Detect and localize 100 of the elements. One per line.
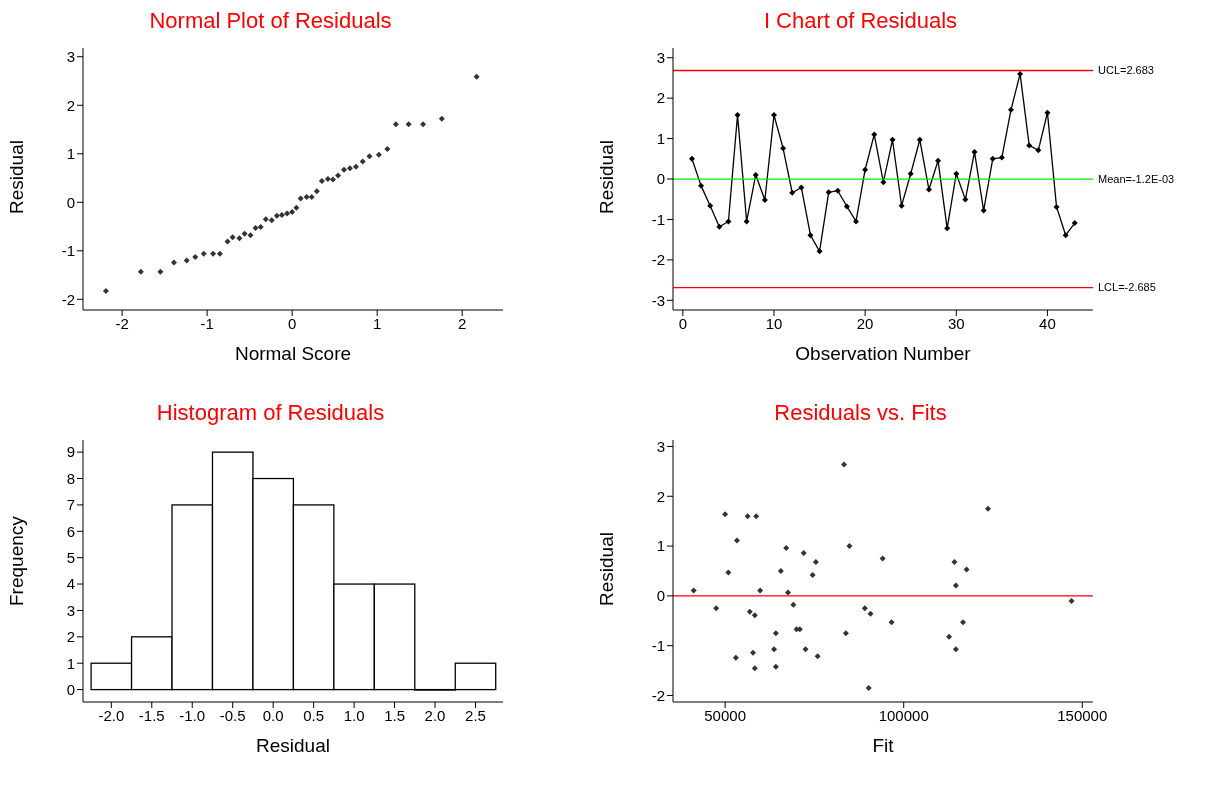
point <box>770 112 777 119</box>
point <box>746 608 753 615</box>
point <box>772 630 779 637</box>
point <box>293 204 300 211</box>
point <box>241 230 248 237</box>
y-tick-label: 3 <box>656 49 665 67</box>
point <box>807 232 814 239</box>
x-tick-label: 100000 <box>878 706 929 724</box>
x-tick-label: -0.5 <box>219 706 246 724</box>
y-tick-label: 0 <box>66 680 75 698</box>
x-axis-title: Residual <box>256 735 330 756</box>
point <box>865 685 872 692</box>
chart-title: Normal Plot of Residuals <box>148 8 393 35</box>
point <box>825 189 832 196</box>
point <box>366 153 373 160</box>
point <box>944 225 951 232</box>
point <box>725 218 732 225</box>
point <box>841 461 848 468</box>
y-tick-label: 2 <box>656 89 665 107</box>
point <box>473 73 480 80</box>
y-axis-title: Residual <box>5 140 27 214</box>
point <box>1053 203 1060 210</box>
point <box>1062 232 1069 239</box>
x-axis-title: Fit <box>872 735 895 756</box>
point <box>867 610 874 617</box>
point <box>192 254 199 261</box>
y-tick-label: 0 <box>66 193 75 211</box>
y-tick-label: 7 <box>66 496 75 514</box>
y-tick-label: 3 <box>66 601 75 619</box>
point <box>733 537 740 544</box>
point <box>980 207 987 214</box>
point <box>1026 142 1033 149</box>
point <box>216 250 223 257</box>
y-tick-label: 3 <box>656 437 665 455</box>
point <box>324 176 331 182</box>
point <box>752 171 759 178</box>
x-tick-label: 30 <box>947 314 965 332</box>
point <box>335 172 342 179</box>
point <box>809 571 816 578</box>
point <box>772 663 779 670</box>
y-tick-label: 0 <box>656 170 665 188</box>
point <box>800 550 807 557</box>
point <box>1044 109 1051 116</box>
x-tick-label: -1.0 <box>179 706 206 724</box>
point <box>743 218 750 225</box>
ref-line-label: LCL=-2.685 <box>1098 281 1156 294</box>
y-tick-label: -1 <box>651 210 665 228</box>
y-tick-label: -2 <box>61 290 75 308</box>
x-tick-label: -2.0 <box>98 706 125 724</box>
point <box>303 193 310 200</box>
point <box>313 188 320 195</box>
y-tick-label: 1 <box>66 654 75 672</box>
y-tick-label: 2 <box>66 96 75 114</box>
x-tick-label: 2.5 <box>465 706 486 724</box>
x-tick-label: 1 <box>373 314 382 332</box>
chart-title: Histogram of Residuals <box>155 400 386 427</box>
point <box>814 653 821 660</box>
y-tick-label: 2 <box>66 628 75 646</box>
point <box>989 155 996 162</box>
point <box>732 654 739 661</box>
point <box>962 196 969 203</box>
point <box>952 582 959 589</box>
y-axis-title: Frequency <box>5 515 27 606</box>
x-tick-label: 2 <box>458 314 467 332</box>
x-tick-label: 40 <box>1039 314 1056 332</box>
x-tick-label: 0 <box>287 314 297 332</box>
point <box>798 184 805 191</box>
point <box>698 182 705 189</box>
point <box>777 568 784 574</box>
x-tick-label: 10 <box>765 314 783 332</box>
point <box>420 121 427 128</box>
point <box>751 612 758 619</box>
point <box>707 202 714 209</box>
y-axis-title: Residual <box>595 140 617 214</box>
point <box>880 179 887 186</box>
point <box>750 649 756 656</box>
y-tick-label: 2 <box>656 487 665 505</box>
x-tick-label: 0.5 <box>303 706 325 724</box>
y-tick-label: 1 <box>656 129 665 147</box>
point <box>384 145 391 152</box>
point <box>751 665 758 672</box>
point <box>753 513 760 520</box>
point <box>229 234 236 241</box>
y-tick-label: -3 <box>651 291 665 309</box>
point <box>1035 147 1042 154</box>
ref-line-label: Mean=-1.2E-03 <box>1098 172 1175 185</box>
point <box>170 259 177 266</box>
chart-title: I Chart of Residuals <box>762 8 959 35</box>
point <box>262 216 269 223</box>
point <box>137 268 144 275</box>
point <box>405 121 412 128</box>
point <box>853 218 860 225</box>
point <box>278 211 285 218</box>
point <box>273 212 280 219</box>
point <box>834 187 841 194</box>
y-tick-label: 9 <box>66 443 75 461</box>
x-tick-label: 0 <box>678 314 688 332</box>
point <box>716 223 723 230</box>
point <box>713 605 720 612</box>
point <box>157 268 164 275</box>
